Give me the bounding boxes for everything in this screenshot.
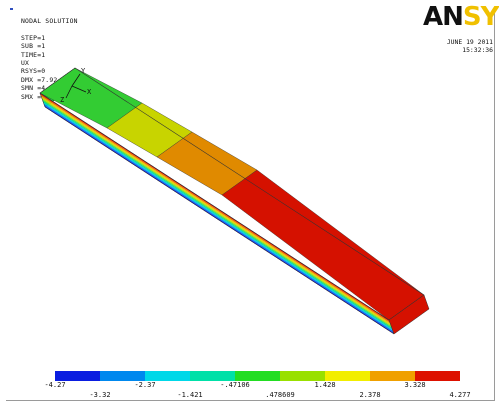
side-stripe [42,100,393,330]
side-stripe [40,94,391,324]
triad-label-z: Z [60,96,65,104]
window-marker [10,8,13,10]
triad-label-x: X [87,88,92,96]
contour-legend-labels: -4.27 -2.37 -.47106 1.428 3.328 -3.32 -1.421 .4… [0,381,499,403]
info-line: SUB =1 [21,42,46,51]
beam-top-segment-4 [221,169,425,321]
triad-axis-y [71,73,81,87]
side-stripe [43,103,394,333]
legend-swatch [325,371,370,381]
side-stripe [42,99,392,328]
legend-label-bottom: 2.378 [359,391,381,399]
date-time-stamp: JUNE 19 2011 15:32:36 [447,38,493,54]
triad-axis-x [71,85,87,93]
legend-swatch [280,371,325,381]
beam-right-end-face [388,294,430,335]
info-line: NODAL SOLUTION [21,17,78,25]
info-line: RSYS=0 [21,67,46,76]
legend-label-top: -2.37 [134,381,156,389]
legend-label-bottom: .478609 [265,391,295,399]
legend-label-bottom: -1.421 [177,391,203,399]
legend-swatch [190,371,235,381]
legend-label-top: 3.328 [404,381,426,389]
legend-swatch [235,371,280,381]
contour-legend-bar [55,371,460,381]
legend-label-top: -4.27 [44,381,66,389]
side-stripe [41,97,392,327]
info-line: TIME=1 [21,50,46,59]
legend-label-top: -.47106 [220,381,250,389]
legend-swatch [145,371,190,381]
legend-label-bottom: -3.32 [89,391,111,399]
legend-label-bottom: 4.277 [449,391,471,399]
legend-swatch [415,371,460,381]
info-line: UX [21,59,30,68]
side-stripe [44,105,394,334]
side-stripe [41,96,391,325]
time-text: 15:32:36 [462,46,493,54]
triad-label-y: Y [81,67,86,75]
triad-axis-z [65,85,73,99]
logo-dark-part: AN [423,2,464,32]
beam-side-face [39,92,395,335]
legend-swatch [370,371,415,381]
graphics-frame [6,8,495,401]
beam-top-edge [44,106,395,335]
ansys-logo: ANSYS [423,2,499,32]
logo-gold-part: SYS [462,2,499,32]
legend-swatch [55,371,100,381]
legend-swatch [100,371,145,381]
info-line: DMX =7.92 [21,75,58,84]
info-line: STEP=1 [21,33,46,42]
legend-label-top: 1.428 [314,381,336,389]
date-text: JUNE 19 2011 [446,38,493,46]
side-stripe [43,102,393,331]
